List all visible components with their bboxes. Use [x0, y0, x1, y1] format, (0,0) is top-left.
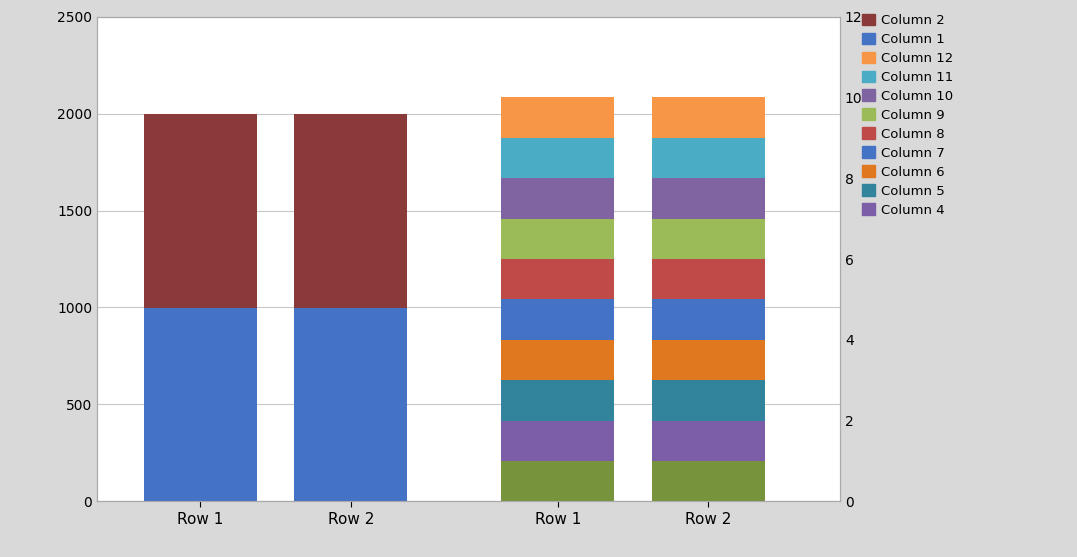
Bar — [502, 218, 614, 259]
Bar — [652, 218, 765, 259]
Bar — [502, 138, 614, 178]
Bar — [502, 97, 614, 138]
Bar — [652, 340, 765, 380]
Bar — [502, 300, 614, 340]
Bar — [144, 307, 256, 501]
Legend: Column 2, Column 1, Column 12, Column 11, Column 10, Column 9, Column 8, Column : Column 2, Column 1, Column 12, Column 11… — [862, 13, 953, 217]
Bar — [652, 178, 765, 218]
Bar — [652, 380, 765, 421]
Bar — [652, 461, 765, 501]
Bar — [652, 97, 765, 138]
Bar — [502, 380, 614, 421]
Bar — [502, 340, 614, 380]
Bar — [502, 461, 614, 501]
Bar — [502, 421, 614, 461]
Bar — [652, 138, 765, 178]
Bar — [294, 307, 407, 501]
Bar — [144, 114, 256, 307]
Bar — [652, 259, 765, 300]
Bar — [294, 114, 407, 307]
Bar — [652, 300, 765, 340]
Bar — [502, 259, 614, 300]
Bar — [652, 421, 765, 461]
Bar — [502, 178, 614, 218]
